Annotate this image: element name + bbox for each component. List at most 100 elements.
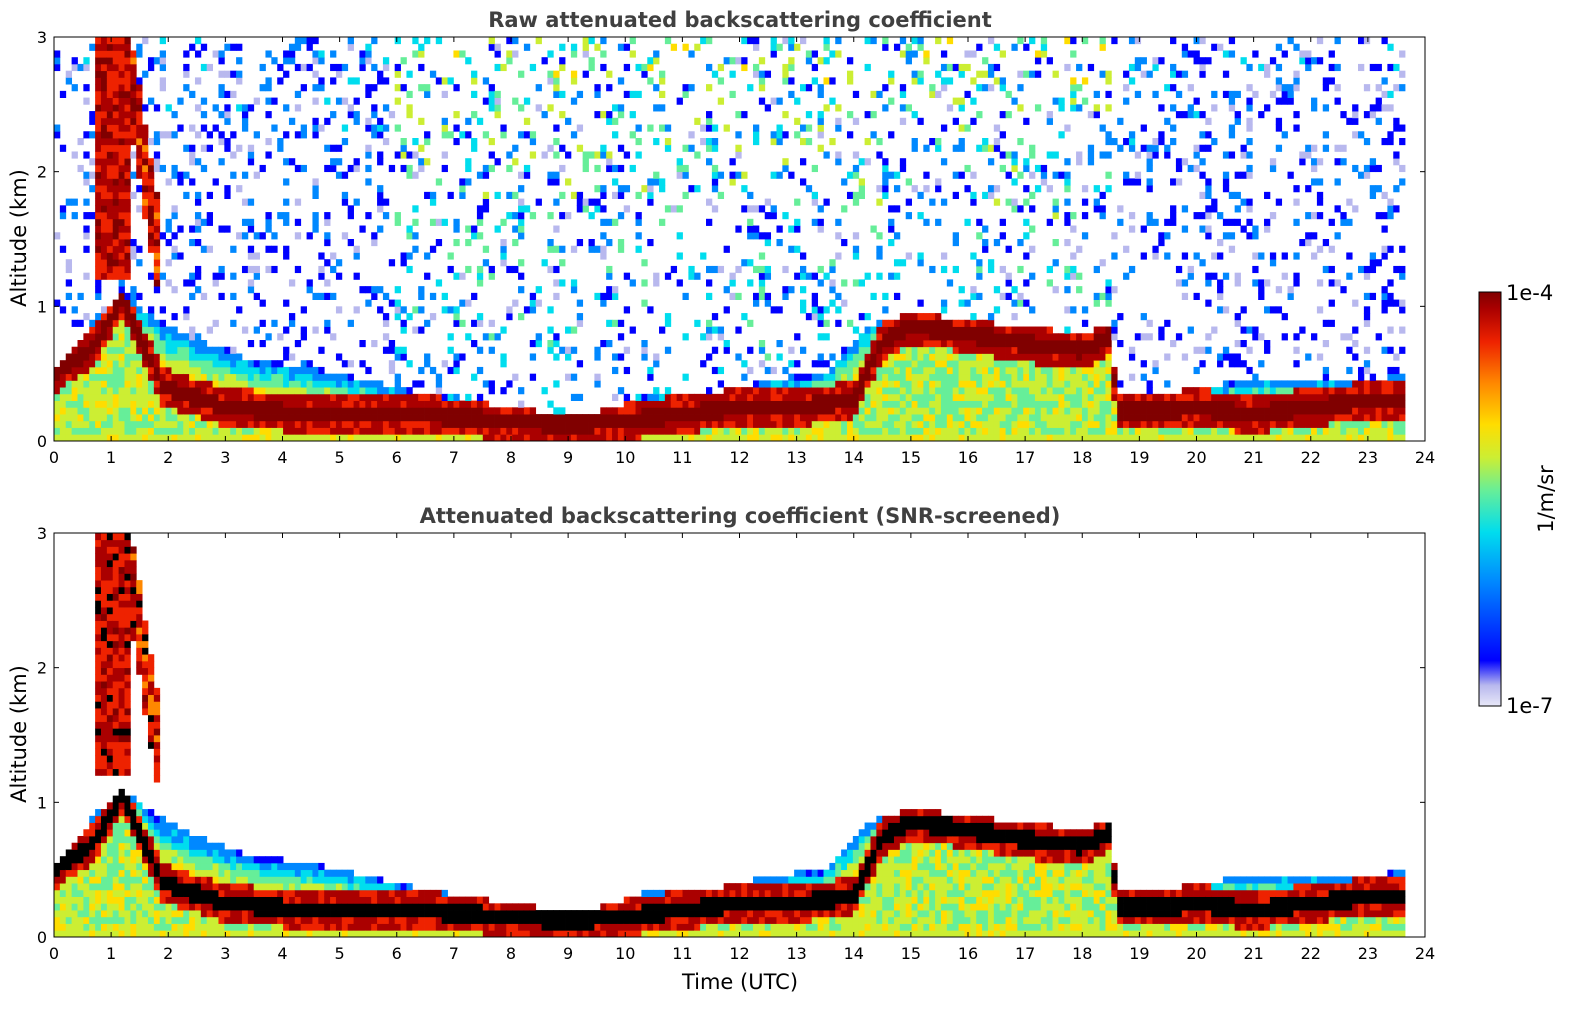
backscatter-cell <box>206 434 213 442</box>
backscatter-cell <box>1029 380 1036 388</box>
backscatter-cell <box>159 393 166 401</box>
backscatter-cell <box>106 212 114 220</box>
backscatter-cell <box>365 43 372 51</box>
backscatter-cell <box>89 43 96 51</box>
backscatter-cell <box>888 380 895 388</box>
backscatter-cell <box>236 366 243 375</box>
backscatter-cell <box>1093 420 1100 428</box>
backscatter-cell <box>453 393 460 401</box>
backscatter-cell <box>1099 259 1106 267</box>
backscatter-cell <box>1322 373 1330 381</box>
backscatter-cell <box>1334 232 1341 240</box>
backscatter-cell <box>776 306 783 314</box>
backscatter-cell <box>864 414 871 422</box>
backscatter-cell <box>130 131 137 139</box>
backscatter-cell <box>159 353 166 361</box>
backscatter-cell <box>1234 272 1241 280</box>
backscatter-cell <box>189 340 196 348</box>
backscatter-cell <box>547 144 554 152</box>
backscatter-cell <box>1316 420 1324 428</box>
backscatter-cell <box>1252 434 1259 442</box>
backscatter-cell <box>1040 37 1048 45</box>
backscatter-cell <box>917 366 924 375</box>
backscatter-cell <box>794 414 801 422</box>
backscatter-cell <box>1146 434 1153 442</box>
backscatter-cell <box>95 279 102 287</box>
backscatter-cell <box>817 306 824 314</box>
backscatter-cell <box>929 420 936 428</box>
backscatter-cell <box>147 198 155 206</box>
backscatter-cell <box>905 353 912 361</box>
backscatter-cell <box>1064 158 1071 166</box>
backscatter-cell <box>940 63 948 72</box>
backscatter-cell <box>582 50 589 58</box>
backscatter-cell <box>1334 205 1341 213</box>
backscatter-cell <box>136 400 143 408</box>
backscatter-cell <box>1258 407 1265 415</box>
backscatter-cell <box>147 387 155 395</box>
backscatter-cell <box>418 434 425 442</box>
backscatter-cell <box>136 104 143 112</box>
backscatter-cell <box>905 387 912 395</box>
backscatter-cell <box>929 407 936 415</box>
backscatter-cell <box>1211 414 1218 422</box>
backscatter-cell <box>1340 286 1347 294</box>
backscatter-cell <box>723 306 730 314</box>
backscatter-cell <box>100 373 108 381</box>
backscatter-cell <box>130 124 137 132</box>
backscatter-cell <box>1316 37 1324 45</box>
backscatter-cell <box>1005 427 1012 435</box>
backscatter-cell <box>54 387 61 395</box>
backscatter-cell <box>1005 272 1012 280</box>
backscatter-cell <box>83 212 90 220</box>
backscatter-cell <box>112 117 120 125</box>
backscatter-cell <box>177 171 184 179</box>
backscatter-cell <box>1246 366 1253 375</box>
backscatter-cell <box>324 380 331 388</box>
backscatter-cell <box>465 400 472 408</box>
backscatter-cell <box>758 272 766 280</box>
backscatter-cell <box>623 306 631 314</box>
backscatter-cell <box>582 151 589 159</box>
backscatter-cell <box>130 286 137 294</box>
backscatter-cell <box>1246 117 1253 125</box>
backscatter-cell <box>1264 70 1271 78</box>
backscatter-cell <box>782 393 789 401</box>
backscatter-cell <box>1040 333 1048 341</box>
backscatter-cell <box>89 158 96 166</box>
backscatter-cell <box>1222 387 1230 395</box>
backscatter-cell <box>95 212 102 220</box>
backscatter-cell <box>1005 393 1012 401</box>
backscatter-cell <box>224 434 231 442</box>
backscatter-cell <box>124 346 131 354</box>
backscatter-cell <box>1081 97 1089 105</box>
backscatter-cell <box>676 400 683 408</box>
backscatter-cell <box>612 218 619 226</box>
backscatter-cell <box>253 366 260 375</box>
backscatter-cell <box>106 414 114 422</box>
backscatter-cell <box>236 373 243 381</box>
backscatter-cell <box>935 340 942 348</box>
backscatter-cell <box>647 434 654 442</box>
backscatter-cell <box>1128 434 1136 442</box>
backscatter-cell <box>306 366 313 375</box>
backscatter-cell <box>606 272 613 280</box>
backscatter-cell <box>112 191 120 199</box>
backscatter-cell <box>1228 50 1236 58</box>
backscatter-cell <box>659 70 666 78</box>
backscatter-cell <box>764 299 772 307</box>
backscatter-cell <box>823 37 830 45</box>
backscatter-cell <box>153 380 161 388</box>
backscatter-cell <box>1076 387 1083 395</box>
backscatter-cell <box>318 124 325 132</box>
backscatter-cell <box>852 346 860 354</box>
backscatter-cell <box>1199 360 1206 368</box>
backscatter-cell <box>1005 245 1012 253</box>
backscatter-cell <box>882 158 889 166</box>
backscatter-cell <box>846 380 854 388</box>
backscatter-cell <box>711 366 719 375</box>
backscatter-cell <box>1058 420 1065 428</box>
backscatter-cell <box>1081 346 1089 354</box>
backscatter-cell <box>964 380 971 388</box>
backscatter-cell <box>1299 158 1306 166</box>
